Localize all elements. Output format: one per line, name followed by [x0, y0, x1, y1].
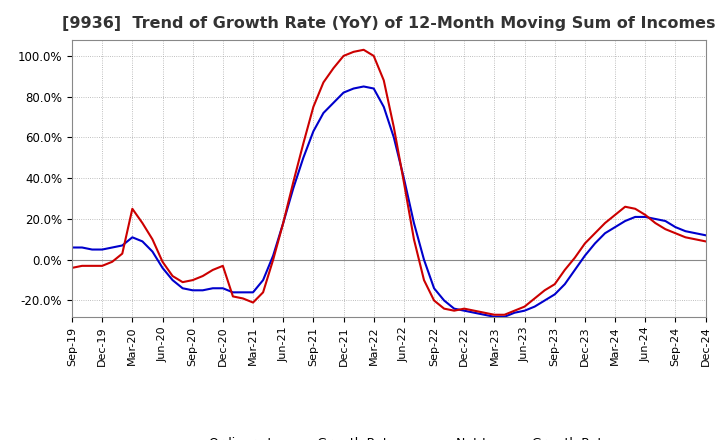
Net Income Growth Rate — [430, 298, 438, 303]
Ordinary Income Growth Rate — [329, 100, 338, 106]
Net Income Growth Rate — [490, 312, 499, 317]
Ordinary Income Growth Rate — [148, 249, 157, 254]
Net Income Growth Rate — [390, 125, 398, 130]
Line: Net Income Growth Rate: Net Income Growth Rate — [72, 50, 706, 315]
Ordinary Income Growth Rate — [390, 135, 398, 140]
Ordinary Income Growth Rate — [500, 314, 509, 319]
Net Income Growth Rate — [480, 310, 489, 315]
Ordinary Income Growth Rate — [480, 312, 489, 317]
Ordinary Income Growth Rate — [701, 233, 710, 238]
Legend: Ordinary Income Growth Rate, Net Income Growth Rate: Ordinary Income Growth Rate, Net Income … — [163, 432, 615, 440]
Net Income Growth Rate — [701, 239, 710, 244]
Net Income Growth Rate — [68, 265, 76, 271]
Title: [9936]  Trend of Growth Rate (YoY) of 12-Month Moving Sum of Incomes: [9936] Trend of Growth Rate (YoY) of 12-… — [62, 16, 716, 32]
Line: Ordinary Income Growth Rate: Ordinary Income Growth Rate — [72, 87, 706, 317]
Ordinary Income Growth Rate — [430, 286, 438, 291]
Ordinary Income Growth Rate — [68, 245, 76, 250]
Net Income Growth Rate — [148, 237, 157, 242]
Net Income Growth Rate — [329, 66, 338, 71]
Ordinary Income Growth Rate — [490, 314, 499, 319]
Net Income Growth Rate — [500, 312, 509, 317]
Ordinary Income Growth Rate — [359, 84, 368, 89]
Net Income Growth Rate — [359, 47, 368, 52]
